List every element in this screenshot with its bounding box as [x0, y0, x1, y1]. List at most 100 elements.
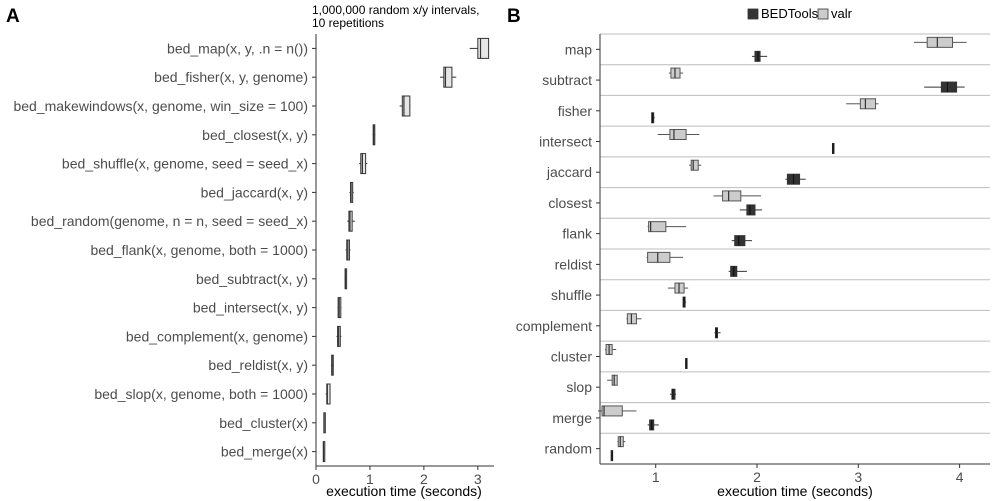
- panel-b-valr-box-4: [689, 159, 702, 171]
- panel-b-legend: BEDTools valr: [747, 6, 853, 21]
- panel-b-bedtools-box-9: [714, 327, 721, 339]
- panel-b-category-label: intersect: [539, 134, 592, 150]
- panel-b-valr-box-12: [597, 405, 637, 417]
- panel-a-category-label: bed_jaccard(x, y): [201, 184, 308, 200]
- panel-a-box-3: [372, 124, 376, 146]
- panel-a-subtitle-line-1: 1,000,000 random x/y intervals,: [312, 3, 479, 17]
- panel-a-x-tick-label: 1: [366, 471, 374, 487]
- panel-b-valr-box-0: [914, 36, 967, 48]
- panel-b-category-label: complement: [516, 318, 592, 334]
- panel-a-subtitle-line-2: 10 repetitions: [312, 16, 384, 30]
- panel-b-letter: B: [507, 6, 521, 27]
- panel-b-x-tick-label: 3: [854, 469, 862, 485]
- panel-a-category-label: bed_slop(x, genome, both = 1000): [94, 386, 308, 402]
- panel-b-valr-box-13: [617, 436, 626, 448]
- panel-b-bedtools-box-12: [647, 419, 659, 431]
- panel-b-valr-box-6: [647, 221, 687, 233]
- panel-b-x-tick-label: 4: [956, 469, 964, 485]
- panel-a-box-10: [336, 325, 342, 347]
- panel-a-category-label: bed_shuffle(x, genome, seed = seed_x): [62, 156, 308, 172]
- panel-b-bedtools-box-10: [685, 358, 688, 369]
- panel-a-category-label: bed_complement(x, genome): [126, 328, 308, 344]
- panel-a-category-label: bed_intersect(x, y): [193, 300, 308, 316]
- panel-b-category-label: fisher: [558, 103, 593, 119]
- panel-b-valr-box-7-box: [647, 251, 671, 263]
- panel-a-box-13: [323, 412, 326, 434]
- panel-a-box-1-box: [443, 66, 453, 88]
- panel-b-valr-box-2-box: [859, 98, 877, 110]
- panel-b-valr-box-0-box: [926, 36, 954, 48]
- panel-b-bedtools-box-1: [924, 81, 965, 93]
- panel-b-bedtools-box-5-box: [746, 204, 756, 216]
- panel-a-x-tick-label: 0: [312, 471, 320, 487]
- panel-a-box-0: [469, 37, 490, 59]
- panel-b-valr-box-2: [846, 98, 879, 110]
- panel-a-category-label: bed_merge(x): [221, 444, 308, 460]
- legend-label-1: valr: [831, 6, 853, 21]
- panel-a-category-label: bed_cluster(x): [219, 415, 308, 431]
- panel-a-x-tick-label: 3: [474, 471, 482, 487]
- panel-b-valr-box-9: [626, 313, 642, 325]
- panel-a-box-1: [440, 66, 457, 88]
- panel-a-category-label: bed_map(x, y, .n = n()): [167, 40, 308, 56]
- panel-b-x-axis-title: execution time (seconds): [717, 483, 873, 499]
- panel-b-category-label: random: [545, 441, 592, 457]
- panel-a-box-4-box: [360, 153, 367, 175]
- panel-b-category-label: flank: [562, 226, 593, 242]
- panel-b-valr-box-8: [667, 282, 689, 294]
- panel-b-category-label: shuffle: [551, 287, 592, 303]
- panel-b-x-tick-label: 2: [753, 469, 761, 485]
- panel-b-bedtools-box-6-box: [734, 235, 746, 247]
- panel-b-valr-box-7: [646, 251, 684, 263]
- panel-b-valr-box-5: [713, 190, 762, 202]
- panel-a-letter: A: [6, 6, 20, 27]
- panel-b-category-label: subtract: [542, 72, 592, 88]
- panel-b-valr-box-12-box: [601, 405, 623, 417]
- panel-a-x-tick-label: 2: [420, 471, 428, 487]
- panel-b-bedtools-box-13: [610, 450, 614, 462]
- panel-a-box-2-box: [401, 95, 411, 117]
- panel-b-valr-box-11: [607, 374, 618, 386]
- panel-b-category-label: closest: [548, 195, 592, 211]
- panel-a-box-6: [347, 210, 355, 232]
- panel-a-category-label: bed_flank(x, genome, both = 1000): [90, 242, 308, 258]
- panel-b-bedtools-box-6: [731, 235, 752, 247]
- panel-a-box-9: [337, 297, 342, 319]
- panel-a: A 1,000,000 random x/y intervals, 10 rep…: [6, 3, 494, 499]
- legend-label-0: BEDTools: [761, 6, 819, 21]
- panel-b-bedtools-box-8: [682, 296, 687, 308]
- panel-a-box-2: [399, 95, 411, 117]
- panel-b-valr-box-3-box: [669, 129, 687, 140]
- panel-b-category-label: slop: [566, 379, 592, 395]
- panel-b: B BEDTools valr map subtract fisher intersec…: [507, 6, 990, 499]
- panel-a-box-5: [349, 181, 354, 203]
- panel-b-bedtools-box-7: [728, 265, 747, 277]
- panel-a-box-7: [345, 239, 351, 261]
- panel-a-box-14: [322, 441, 326, 463]
- panel-b-bedtools-box-1-box: [940, 81, 958, 93]
- panel-b-valr-box-4-box: [690, 159, 699, 171]
- legend-swatch-0: [747, 8, 759, 20]
- panel-a-box-11: [331, 354, 334, 376]
- panel-b-category-label: cluster: [551, 349, 593, 365]
- panel-a-category-label: bed_reldist(x, y): [208, 357, 308, 373]
- panel-a-category-label: bed_fisher(x, y, genome): [154, 69, 308, 85]
- panel-b-bedtools-box-3: [831, 143, 835, 154]
- panel-a-box-12: [325, 383, 331, 405]
- panel-b-valr-box-5-box: [722, 190, 742, 202]
- legend-swatch-1: [817, 8, 829, 20]
- panel-b-valr-box-1: [668, 67, 684, 79]
- panel-b-category-label: jaccard: [546, 164, 592, 180]
- panel-b-category-label: merge: [552, 410, 592, 426]
- panel-b-valr-box-3: [657, 129, 700, 140]
- panel-b-bedtools-box-11: [669, 388, 676, 400]
- panel-a-category-label: bed_makewindows(x, genome, win_size = 10…: [13, 98, 308, 114]
- panel-b-bedtools-box-5: [739, 204, 763, 216]
- panel-a-x-axis-title: execution time (seconds): [326, 483, 482, 499]
- panel-a-box-0-box: [477, 37, 490, 59]
- panel-b-bedtools-box-2: [651, 112, 655, 124]
- panel-b-valr-box-10: [605, 344, 617, 355]
- panel-a-category-label: bed_random(genome, n = n, seed = seed_x): [31, 213, 308, 229]
- panel-a-category-label: bed_subtract(x, y): [196, 271, 308, 287]
